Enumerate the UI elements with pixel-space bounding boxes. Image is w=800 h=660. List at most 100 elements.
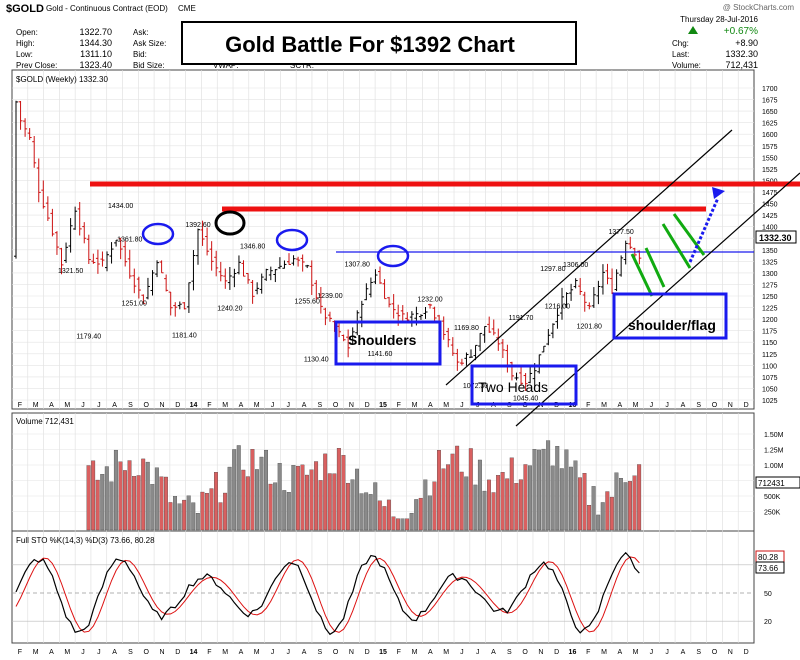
volume-bar (468, 448, 473, 531)
price-bar (164, 274, 169, 292)
price-tick-label: 1575 (762, 144, 778, 151)
price-bar (82, 222, 87, 244)
volume-bar (200, 491, 205, 531)
vwap-label: VWAP: (213, 61, 238, 70)
price-bar (264, 268, 269, 281)
price-annotation: 1045.40 (513, 396, 538, 403)
price-tick-label: 1425 (762, 213, 778, 220)
volume-bar (177, 503, 182, 531)
price-bar (555, 308, 560, 329)
price-bar (123, 240, 128, 267)
volume-bar (491, 492, 496, 531)
volume-bar (532, 449, 537, 531)
volume-tick-label: 250K (764, 510, 781, 517)
month-label: N (728, 402, 733, 409)
price-bar (441, 316, 446, 340)
quote-date: Thursday 28-Jul-2016 (680, 15, 758, 24)
volume-bar (323, 453, 328, 531)
price-annotation: 1232.00 (417, 296, 442, 303)
month-label: D (365, 402, 370, 409)
volume-bar (355, 468, 359, 531)
price-bar (455, 348, 460, 371)
price-bar (109, 242, 114, 264)
price-bar (373, 269, 378, 285)
volume-bar (236, 445, 241, 531)
price-annotation: 1251.00 (122, 301, 147, 308)
price-bar (523, 373, 528, 392)
volume-bar (100, 474, 105, 531)
price-annotation: 1392.60 (185, 222, 210, 229)
price-bar (469, 349, 473, 358)
symbol: $GOLD (6, 3, 44, 15)
price-tick-label: 1475 (762, 190, 778, 197)
price-bar (596, 280, 601, 305)
volume-bar (541, 448, 546, 531)
price-bar (214, 250, 219, 277)
month-label: A (617, 402, 622, 409)
volume-bar (400, 518, 405, 531)
price-bar (73, 206, 78, 230)
price-bar (118, 237, 123, 260)
month-label: M (633, 402, 639, 409)
month-label: F (586, 402, 590, 409)
volume-bar (286, 492, 291, 531)
volume-bar (364, 492, 369, 531)
volume-panel-label: Volume 712,431 (16, 417, 74, 426)
price-panel-label: $GOLD (Weekly) 1332.30 (16, 75, 108, 84)
price-bar (368, 277, 373, 298)
price-bar (391, 294, 396, 319)
volume-bar (432, 481, 437, 531)
volume-bar (605, 491, 610, 531)
price-bar (318, 286, 323, 314)
month-label: M (33, 402, 39, 409)
price-annotation: 1306.00 (563, 262, 588, 269)
price-bar (168, 291, 173, 316)
month-label: O (143, 402, 149, 409)
quote-field-value: 1322.70 (79, 27, 112, 37)
quote-field-label: Prev Close: (16, 61, 57, 70)
price-bar (528, 364, 533, 384)
volume-bar (441, 468, 446, 531)
up-arrow-icon (688, 26, 698, 34)
price-bar (514, 372, 519, 381)
price-bar (150, 270, 155, 296)
month-label: M (443, 402, 449, 409)
circle-peak-1392 (214, 210, 246, 236)
price-bar (45, 196, 50, 221)
price-annotation: 1377.50 (608, 229, 633, 236)
volume-bar (632, 475, 637, 531)
price-bar (209, 241, 214, 271)
channel-line-lower (515, 172, 800, 427)
month-label: M (412, 402, 418, 409)
price-bar (250, 279, 255, 304)
price-tick-label: 1450 (762, 202, 778, 209)
price-annotation: 1216.00 (545, 304, 570, 311)
price-bar (277, 257, 282, 269)
price-bar (446, 327, 451, 348)
price-bar (232, 268, 237, 288)
month-label: O (333, 649, 339, 656)
arrow-head-icon (712, 187, 725, 199)
month-label: J (81, 402, 85, 409)
price-bar (236, 255, 241, 275)
month-label: M (64, 649, 70, 656)
volume-bar (614, 472, 619, 531)
month-label: F (586, 649, 590, 656)
volume-bar (396, 518, 400, 531)
price-bar (177, 301, 182, 310)
month-label: S (318, 649, 323, 656)
current-price-tag (755, 230, 797, 244)
volume-bar (427, 495, 432, 531)
month-label: J (271, 649, 275, 656)
shoulders-label: Shoulders (348, 332, 417, 348)
volume-bar (209, 488, 214, 531)
two-heads-label: Two Heads (478, 379, 548, 395)
price-bar (186, 282, 191, 313)
price-tick-label: 1325 (762, 259, 778, 266)
volume-bar (104, 466, 109, 531)
month-label: 14 (190, 649, 198, 656)
price-tick-label: 1350 (762, 248, 778, 255)
price-bar (127, 249, 132, 279)
volume-bar (223, 492, 228, 531)
